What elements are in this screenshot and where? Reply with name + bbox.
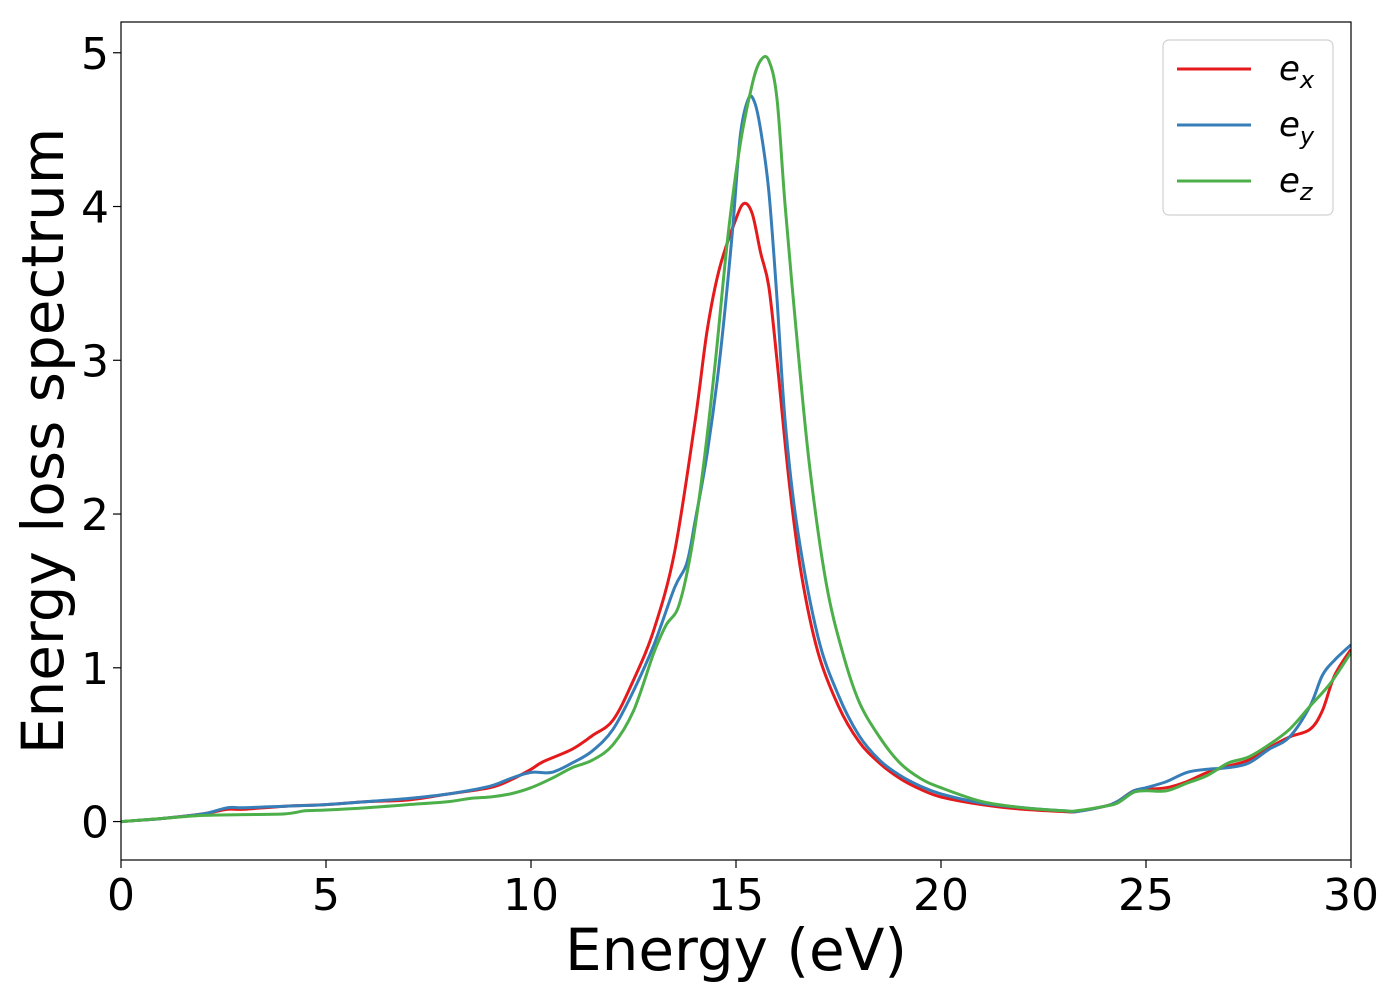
y-axis-ticks: 0 1 2 3 4 5 xyxy=(81,29,121,849)
y-tick-label: 0 xyxy=(81,798,109,849)
legend-label-x: ex xyxy=(1279,49,1315,94)
legend-label-y: ey xyxy=(1279,105,1315,150)
x-tick-label: 5 xyxy=(312,870,340,921)
x-tick-label: 30 xyxy=(1323,870,1379,921)
series-line-y xyxy=(121,94,1351,824)
legend-label-z: ez xyxy=(1279,161,1314,206)
y-axis-label: Energy loss spectrum xyxy=(9,128,77,754)
x-tick-label: 10 xyxy=(503,870,559,921)
x-tick-label: 15 xyxy=(708,870,764,921)
x-tick-label: 0 xyxy=(107,870,135,921)
y-tick-label: 1 xyxy=(81,644,109,695)
x-tick-label: 20 xyxy=(913,870,969,921)
y-tick-label: 5 xyxy=(81,29,109,80)
x-tick-label: 25 xyxy=(1118,870,1174,921)
legend: ex ey ez xyxy=(1162,39,1334,216)
y-tick-label: 2 xyxy=(81,490,109,541)
y-tick-label: 3 xyxy=(81,336,109,387)
x-axis-ticks: 0 5 10 15 20 25 30 xyxy=(107,860,1379,921)
series-line-x xyxy=(121,201,1351,824)
legend-box xyxy=(1162,39,1334,216)
series-line-z xyxy=(121,55,1351,824)
y-tick-label: 4 xyxy=(81,183,109,234)
x-axis-label: Energy (eV) xyxy=(565,916,907,984)
